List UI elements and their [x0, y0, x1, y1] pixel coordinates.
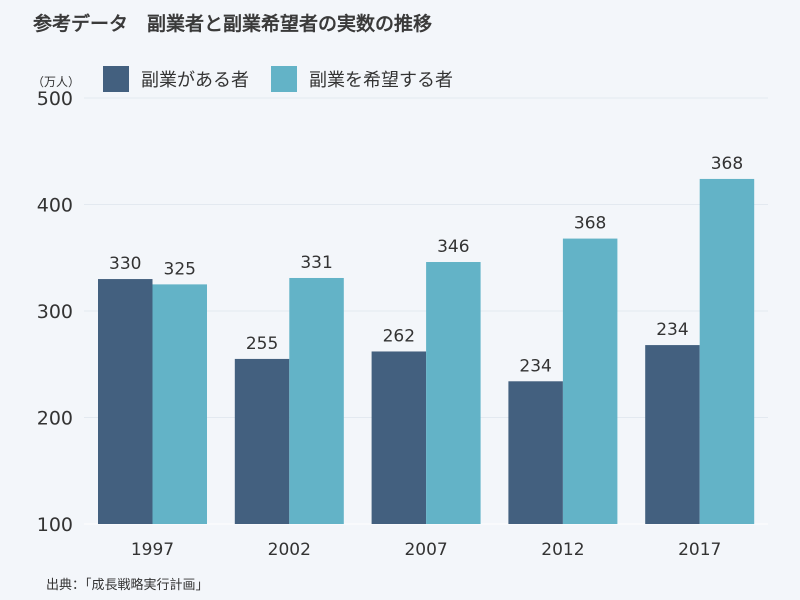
legend-label-series-1: 副業がある者: [141, 70, 249, 91]
bar-series-2: [699, 178, 755, 524]
x-tick-label: 2012: [541, 540, 584, 560]
legend: 副業がある者 副業を希望する者: [103, 66, 475, 92]
x-tick-label: 2007: [404, 540, 447, 560]
data-label-series-1: 330: [109, 254, 141, 274]
legend-swatch-series-2: [271, 66, 297, 92]
y-tick-label: 200: [37, 408, 73, 430]
data-label-series-1: 234: [656, 320, 688, 340]
bar-series-1: [98, 279, 153, 524]
x-tick-label: 2017: [678, 540, 721, 560]
data-label-series-2: 325: [164, 259, 196, 279]
bar-series-2: [562, 238, 618, 524]
data-label-series-1: 255: [246, 334, 278, 354]
bar-series-1: [234, 358, 290, 524]
y-tick-label: 300: [37, 301, 73, 323]
data-label-series-2: 368: [711, 154, 743, 174]
data-label-series-2: 368: [574, 214, 606, 234]
legend-label-series-2: 副業を希望する者: [309, 70, 453, 91]
legend-item-series-2: 副業を希望する者: [271, 66, 453, 92]
data-label-series-2: 346: [437, 237, 469, 257]
y-tick-label: 400: [37, 195, 73, 217]
bar-series-2: [152, 284, 207, 524]
data-label-series-1: 234: [519, 356, 551, 376]
legend-item-series-1: 副業がある者: [103, 66, 249, 92]
bar-series-1: [371, 351, 427, 524]
source-note: 出典：「成長戦略実行計画」: [46, 578, 209, 593]
data-label-series-2: 331: [300, 253, 332, 273]
bar-series-2: [289, 277, 344, 524]
bar-series-1: [508, 381, 563, 524]
y-unit-label: （万人）: [32, 75, 81, 89]
data-label-series-1: 262: [383, 326, 415, 346]
x-tick-label: 2002: [268, 540, 311, 560]
bar-series-2: [426, 262, 481, 524]
bar-series-1: [645, 345, 700, 524]
x-tick-label: 1997: [131, 540, 174, 560]
legend-swatch-series-1: [103, 66, 129, 92]
y-tick-label: 500: [37, 88, 73, 110]
chart-title: 参考データ 副業者と副業希望者の実数の推移: [33, 13, 433, 35]
y-tick-label: 100: [37, 514, 73, 536]
